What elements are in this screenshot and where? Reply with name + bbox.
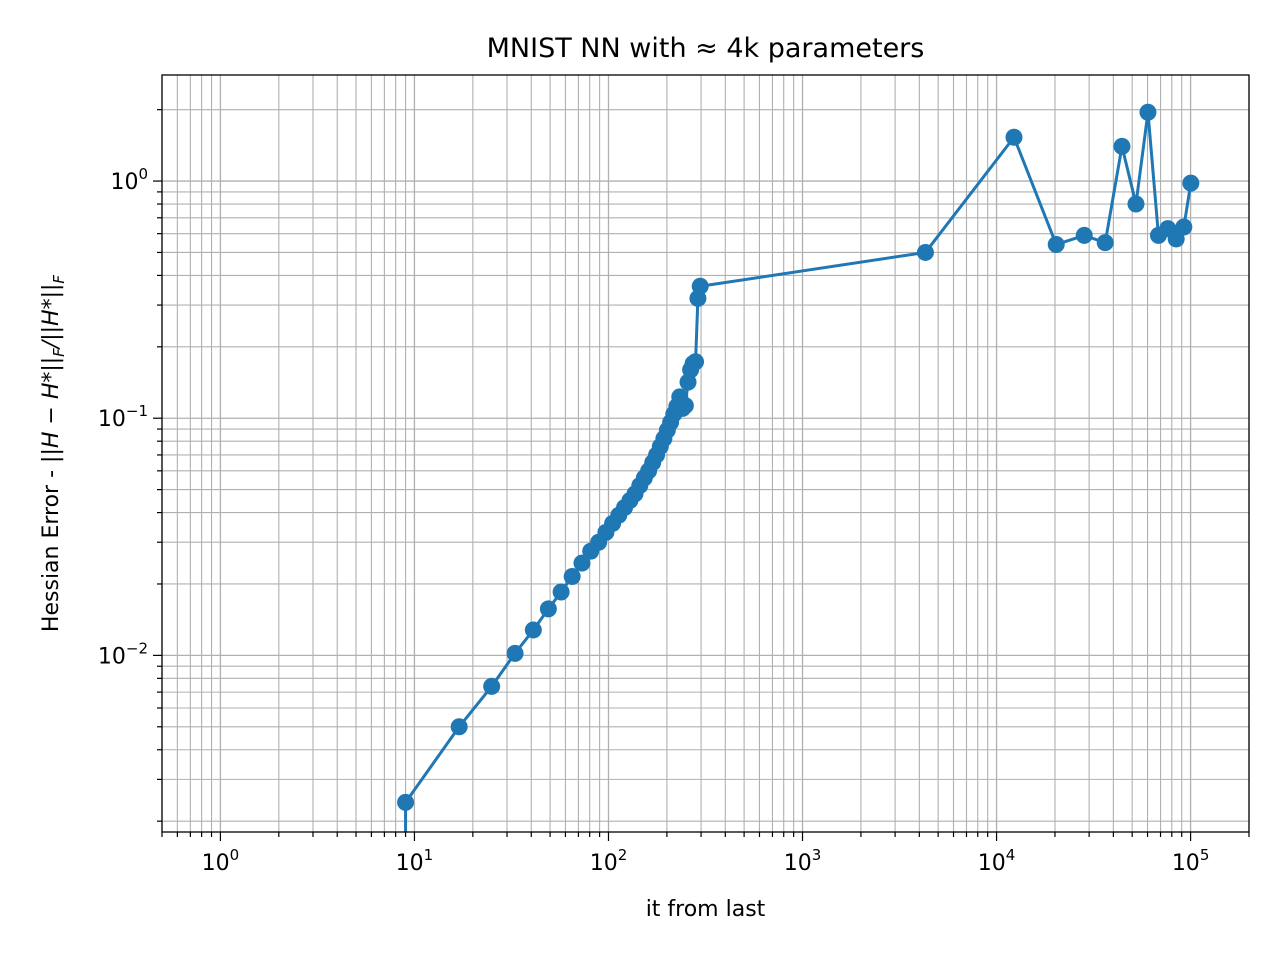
x-axis-label: it from last [646, 897, 766, 922]
data-point [1075, 226, 1093, 244]
x-tick-label: 101 [396, 846, 434, 876]
x-tick-label-exponent: 0 [230, 846, 240, 864]
data-point [573, 554, 591, 572]
data-point [676, 397, 694, 415]
x-tick-label: 102 [590, 846, 628, 876]
data-point [1005, 128, 1023, 146]
grid [161, 75, 1250, 832]
y-axis-label-prefix: Hessian Error - [39, 463, 64, 632]
data-point [1127, 195, 1145, 213]
y-tick-label-exponent: 0 [138, 165, 148, 183]
x-tick-label-exponent: 2 [618, 846, 628, 864]
data-point [1139, 103, 1157, 121]
data-point [397, 793, 415, 811]
plot-area-frame [161, 74, 1250, 833]
y-tick-label-base: 10 [98, 644, 126, 669]
data-point [1182, 174, 1200, 192]
x-tick-label-base: 10 [396, 851, 424, 876]
x-tick-label-exponent: 1 [424, 846, 434, 864]
y-tick-label: 10−1 [98, 402, 148, 432]
y-tick-label: 100 [110, 165, 148, 195]
y-axis-label-sub1: F [50, 348, 68, 357]
x-tick-label-exponent: 3 [812, 846, 822, 864]
x-tick-label-base: 10 [1172, 851, 1200, 876]
y-tick-label-base: 10 [98, 407, 126, 432]
data-point [916, 243, 934, 261]
data-point [450, 718, 468, 736]
y-tick-label-exponent: −2 [126, 639, 148, 657]
data-point [563, 568, 581, 586]
y-tick-label-base: 10 [110, 170, 138, 195]
x-tick-label: 104 [978, 846, 1016, 876]
data-point [524, 621, 542, 639]
x-tick-label-base: 10 [978, 851, 1006, 876]
y-axis-label-sub2: F [50, 275, 68, 284]
x-tick-label: 105 [1172, 846, 1210, 876]
x-tick-label-base: 10 [784, 851, 812, 876]
data-point [506, 644, 524, 662]
chart-title: MNIST NN with ≈ 4k parameters [487, 33, 925, 64]
data-point [1096, 234, 1114, 252]
data-point [1047, 236, 1065, 254]
x-tick-label: 100 [202, 846, 240, 876]
data-point [687, 353, 705, 371]
y-axis-label-lhs: ||H − H*|| [39, 357, 64, 463]
y-axis-label: Hessian Error - ||H − H*||F/||H*||F [39, 275, 68, 633]
y-tick-label: 10−2 [98, 639, 148, 669]
data-point [483, 677, 501, 695]
data-point [1175, 218, 1193, 236]
y-axis-label-mid: /||H*|| [39, 284, 64, 351]
data-point [552, 583, 570, 601]
x-tick-label: 103 [784, 846, 822, 876]
series-line [397, 103, 1200, 832]
data-point [539, 600, 557, 618]
y-tick-label-exponent: −1 [126, 402, 148, 420]
x-tick-label-exponent: 5 [1200, 846, 1210, 864]
data-point [691, 277, 709, 295]
data-point [1113, 137, 1131, 155]
x-tick-label-base: 10 [590, 851, 618, 876]
x-tick-label-exponent: 4 [1006, 846, 1016, 864]
x-tick-label-base: 10 [202, 851, 230, 876]
